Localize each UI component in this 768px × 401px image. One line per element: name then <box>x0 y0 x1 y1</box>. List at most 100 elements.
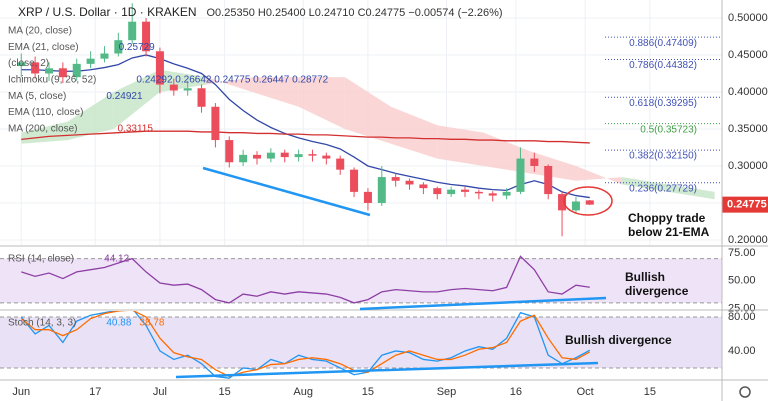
candle-body <box>17 62 26 67</box>
x-tick-label: 15 <box>219 386 231 398</box>
series-line <box>21 255 590 304</box>
trend-line <box>359 296 607 311</box>
candle-body <box>308 154 317 156</box>
candle-body <box>128 21 137 41</box>
legend-name: EMA (21, close) <box>8 42 79 53</box>
candle-body <box>100 53 109 59</box>
candle-body <box>183 88 192 91</box>
candle-body <box>516 158 525 192</box>
legend-value: 0.24921 <box>106 91 143 102</box>
panel-value: 44.12 <box>104 254 129 265</box>
y-tick-label: 80.00 <box>728 311 756 323</box>
legend-name: MA (20, close) <box>8 26 72 37</box>
candle-body <box>322 155 331 159</box>
fib-label: 0.5(0.35723) <box>640 124 697 135</box>
x-tick-label: Aug <box>293 386 313 398</box>
legend-name: MA (200, close) <box>8 123 77 134</box>
legend-value: 0.25729 <box>119 42 156 53</box>
candle-body <box>225 140 234 163</box>
cloud-segment <box>437 125 484 166</box>
cloud-segment <box>391 106 438 159</box>
candle-body <box>294 154 303 158</box>
candle-body <box>197 88 206 107</box>
x-tick-label: 16 <box>510 386 522 398</box>
candle-body <box>502 191 511 196</box>
settings-icon[interactable] <box>739 386 751 398</box>
candle-body <box>31 62 40 74</box>
ohlc-readout: O0.25350 H0.25400 L0.24710 C0.24775 −0.0… <box>207 7 503 19</box>
candle-body <box>155 51 164 85</box>
y-tick-label: 75.00 <box>728 247 756 259</box>
candle-body <box>363 191 372 203</box>
highlight-ellipse <box>563 186 613 216</box>
cloud-segment <box>206 77 253 92</box>
cloud-segment <box>113 69 160 129</box>
panel-value: 40.88 <box>106 318 131 329</box>
panel-title: Stoch (14, 3, 3) <box>8 318 76 329</box>
cloud-segment <box>252 77 299 107</box>
x-tick-label: Oct <box>577 386 594 398</box>
cloud-segment <box>575 165 623 185</box>
y-tick-label: 0.45000 <box>728 49 768 61</box>
candle-body <box>211 106 220 141</box>
candle-body <box>252 154 261 159</box>
candle-body <box>585 200 594 205</box>
fib-label: 0.786(0.44382) <box>629 60 697 71</box>
series-line <box>21 130 590 144</box>
y-tick-label: 0.30000 <box>728 160 768 172</box>
x-tick-label: 17 <box>89 386 101 398</box>
candle-body <box>336 158 345 170</box>
candle-body <box>405 180 414 185</box>
fib-label: 0.886(0.47409) <box>629 38 697 49</box>
y-tick-label: 0.40000 <box>728 86 768 98</box>
candle-body <box>377 177 386 203</box>
y-tick-label: 0.35000 <box>728 123 768 135</box>
legend-name: MA (5, close) <box>8 91 66 102</box>
x-tick-label: Sep <box>437 386 457 398</box>
candle-body <box>266 152 275 159</box>
x-tick-label: 15 <box>362 386 374 398</box>
series-line <box>21 54 590 199</box>
cloud-segment <box>67 91 114 141</box>
panel-title: RSI (14, close) <box>8 254 74 265</box>
candle-body <box>488 193 497 196</box>
candle-body <box>239 154 248 163</box>
panel-value: 38.78 <box>139 318 164 329</box>
fib-label: 0.618(0.39295) <box>629 98 697 109</box>
trend-line <box>175 361 599 379</box>
candle-body <box>419 184 428 189</box>
legend-name: (close, 2) <box>8 58 49 69</box>
panel <box>0 311 722 379</box>
candle-body <box>58 68 67 78</box>
candle-body <box>142 21 151 52</box>
cloud-segment <box>344 77 392 144</box>
band <box>0 316 722 368</box>
cloud-segment <box>668 184 715 200</box>
last-price-label: 0.24775 <box>727 199 767 211</box>
panel <box>0 255 722 304</box>
x-tick-label: Jun <box>12 386 30 398</box>
candle-body <box>474 191 483 194</box>
y-tick-label: 0.50000 <box>728 12 768 24</box>
candle-body <box>72 63 81 78</box>
fib-label: 0.236(0.27729) <box>629 183 697 194</box>
y-tick-label: 0.20000 <box>728 234 768 246</box>
chart-title: XRP / U.S. Dollar · 1D · KRAKEN <box>18 5 197 19</box>
fib-label: 0.382(0.32150) <box>629 151 697 162</box>
x-tick-label: Jul <box>153 386 167 398</box>
panel <box>0 0 722 245</box>
last-price-box <box>722 196 768 213</box>
candle-body <box>571 201 580 211</box>
candle-body <box>86 58 95 64</box>
candle-body <box>544 165 553 195</box>
y-tick-label: 25.00 <box>728 302 756 314</box>
band <box>0 258 722 303</box>
series-line <box>20 311 591 379</box>
candle-body <box>447 189 456 195</box>
y-tick-label: 40.00 <box>728 345 756 357</box>
cloud-segment <box>298 77 345 129</box>
series-line <box>20 311 591 378</box>
candle-body <box>461 189 470 192</box>
